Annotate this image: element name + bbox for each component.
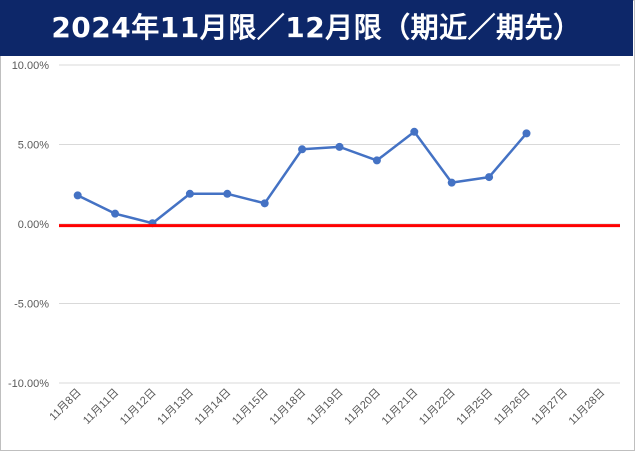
data-point bbox=[185, 189, 194, 198]
x-tick-label: 11月13日 bbox=[155, 387, 196, 428]
x-tick-label: 11月20日 bbox=[342, 387, 383, 428]
y-tick-label: 10.00% bbox=[12, 60, 50, 72]
data-point bbox=[485, 173, 494, 182]
x-tick-label: 11月12日 bbox=[118, 387, 159, 428]
x-tick-label: 11月25日 bbox=[454, 387, 495, 428]
data-point bbox=[447, 178, 456, 187]
x-tick-label: 11月11日 bbox=[81, 387, 121, 427]
data-point bbox=[73, 191, 82, 200]
x-tick-label: 11月26日 bbox=[492, 387, 533, 428]
x-tick-label: 11月27日 bbox=[529, 387, 570, 428]
x-tick-label: 11月14日 bbox=[193, 387, 234, 428]
x-tick-label: 11月19日 bbox=[305, 387, 346, 428]
data-point bbox=[298, 145, 307, 154]
data-point bbox=[335, 142, 344, 151]
data-point bbox=[522, 129, 531, 138]
y-tick-label: 0.00% bbox=[18, 219, 49, 231]
y-tick-label: -5.00% bbox=[14, 299, 49, 311]
x-tick-label: 11月8日 bbox=[47, 387, 83, 423]
y-tick-label: 5.00% bbox=[18, 140, 49, 152]
data-point bbox=[372, 156, 381, 165]
x-tick-label: 11月22日 bbox=[417, 387, 458, 428]
chart-title: 2024年11月限／12月限（期近／期先） bbox=[0, 0, 633, 56]
data-point bbox=[410, 127, 419, 136]
data-point bbox=[260, 199, 269, 208]
x-tick-label: 11月15日 bbox=[230, 387, 271, 428]
gridlines bbox=[59, 64, 620, 384]
x-tick-label: 11月21日 bbox=[380, 387, 421, 428]
x-tick-label: 11月18日 bbox=[267, 387, 308, 428]
series-lines bbox=[59, 127, 620, 228]
data-point bbox=[223, 189, 232, 198]
x-axis-labels: 11月8日11月11日11月12日11月13日11月14日11月15日11月18… bbox=[47, 387, 607, 428]
x-tick-label: 11月28日 bbox=[567, 387, 608, 428]
data-point bbox=[111, 209, 120, 218]
y-tick-label: -10.00% bbox=[8, 378, 49, 390]
y-axis-labels: 10.00% 5.00% 0.00% -5.00% -10.00% bbox=[8, 60, 49, 390]
